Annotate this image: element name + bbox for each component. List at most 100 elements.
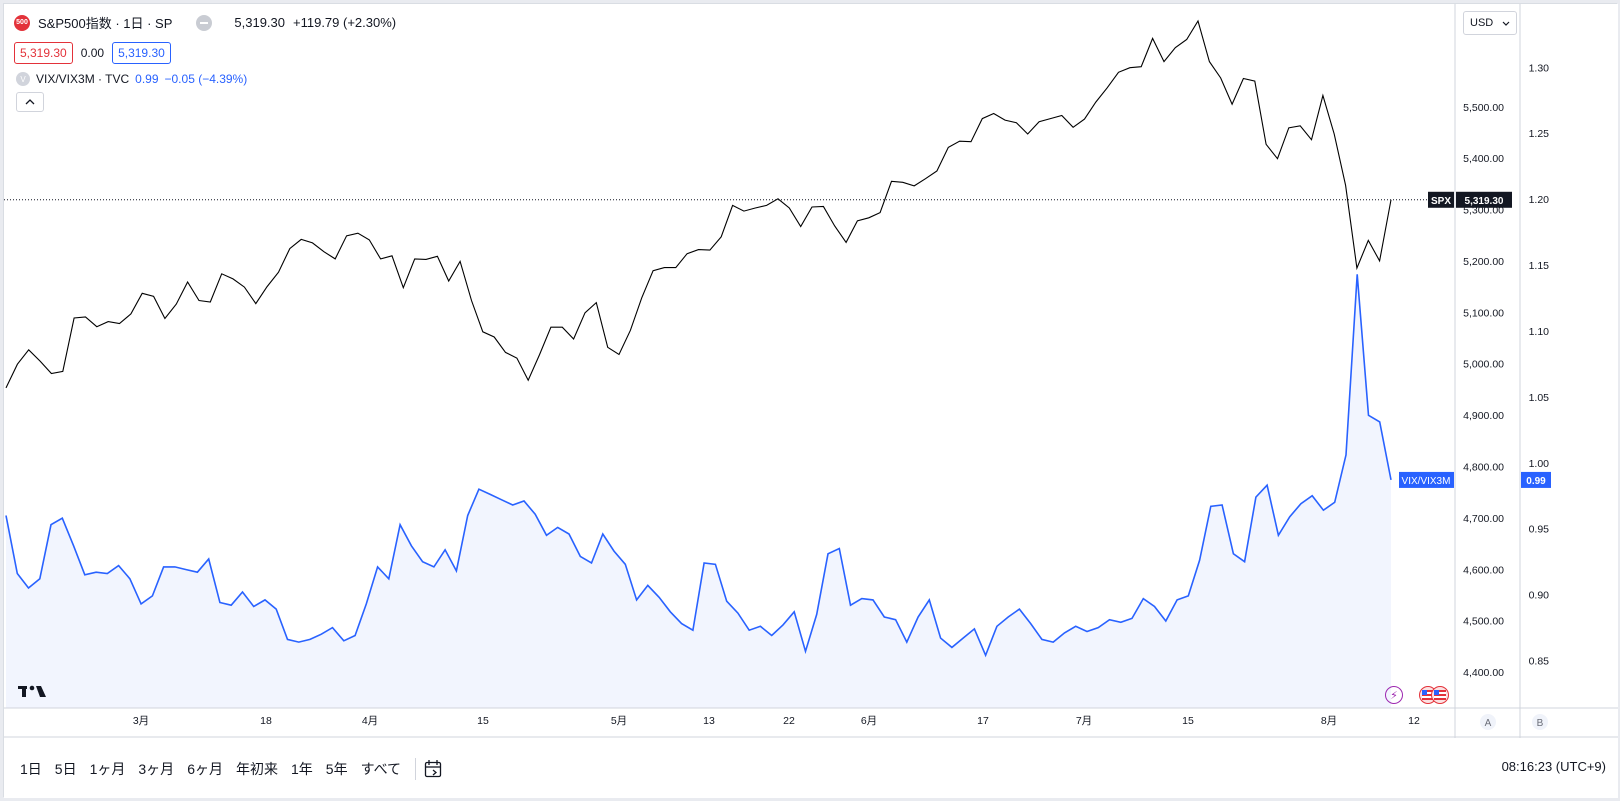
ratio-point xyxy=(906,641,908,643)
ratio-point xyxy=(1063,632,1065,634)
hide-series-icon[interactable] xyxy=(196,14,213,31)
ratio-point xyxy=(117,564,119,566)
spx-point xyxy=(1049,117,1051,119)
spx-point xyxy=(277,271,279,273)
spx-point xyxy=(686,253,688,255)
range-1d-button[interactable]: 1日 xyxy=(20,761,42,777)
spx-point xyxy=(652,270,654,272)
spx-point xyxy=(84,316,86,318)
symbol-title[interactable]: S&P500指数 · 1日 · SP xyxy=(38,16,173,31)
ratio-point xyxy=(1075,625,1077,627)
ratio-point xyxy=(61,517,63,519)
currency-value: USD xyxy=(1470,17,1494,29)
spx-point xyxy=(1242,77,1244,79)
ratio-point xyxy=(928,599,930,601)
spx-line[interactable] xyxy=(5,19,1392,389)
spx-point xyxy=(1220,77,1222,79)
axis-button-label: A xyxy=(1485,718,1492,729)
right-axis-tick: 1.05 xyxy=(1529,392,1550,404)
spx-point xyxy=(1186,38,1188,40)
spx-point xyxy=(482,331,484,333)
spx-point xyxy=(970,141,972,143)
ratio-point xyxy=(951,646,953,648)
range-1y-button[interactable]: 1年 xyxy=(290,761,313,777)
range-all-button[interactable]: すべて xyxy=(360,761,402,777)
chart-canvas[interactable]: 5,500.005,400.005,300.005,200.005,100.00… xyxy=(4,4,1618,798)
spx-point xyxy=(152,295,154,297)
axis-a-button[interactable] xyxy=(1480,714,1496,730)
time-axis-tick: 8月 xyxy=(1321,715,1337,727)
ratio-point xyxy=(883,616,885,618)
ask-price-button[interactable]: 5,319.30 xyxy=(112,42,171,64)
range-5d-button[interactable]: 5日 xyxy=(54,761,77,777)
ratio-point xyxy=(1356,273,1358,275)
spx-point xyxy=(607,346,609,348)
ratio-point xyxy=(1097,626,1099,628)
spx-point xyxy=(1106,87,1108,89)
spx-point xyxy=(720,236,722,238)
spx-point xyxy=(924,178,926,180)
tradingview-logo[interactable] xyxy=(18,683,50,704)
spx-price-label: 5,319.30 xyxy=(1465,196,1504,207)
spx-point xyxy=(459,260,461,262)
ratio-point xyxy=(433,566,435,568)
bid-price-button[interactable]: 5,319.30 xyxy=(14,42,73,64)
us-flag-icon xyxy=(1422,690,1434,700)
range-1m-button[interactable]: 1ヶ月 xyxy=(89,761,126,777)
ratio-point xyxy=(602,533,604,535)
ratio-point xyxy=(253,605,255,607)
left-axis-tick: 4,600.00 xyxy=(1463,564,1504,576)
ratio-point xyxy=(185,568,187,570)
right-axis-tick: 0.85 xyxy=(1529,656,1550,668)
spx-point xyxy=(221,273,223,275)
spx-point xyxy=(1367,239,1369,241)
range-6m-button[interactable]: 6ヶ月 xyxy=(187,761,223,777)
ratio-point xyxy=(354,634,356,636)
ratio-point xyxy=(208,558,210,560)
range-ytd-button[interactable]: 年初来 xyxy=(235,761,278,777)
right-axis-tick: 1.20 xyxy=(1529,194,1550,206)
ratio-point xyxy=(376,566,378,568)
compare-label[interactable]: VIX/VIX3M · TVC xyxy=(36,72,130,86)
ratio-point xyxy=(579,555,581,557)
compare-value: 0.99 xyxy=(135,72,159,86)
time-display[interactable]: 08:16:23 (UTC+9) xyxy=(1501,759,1606,774)
axis-b-button[interactable] xyxy=(1532,714,1548,730)
lightning-event-icon[interactable]: ⚡ xyxy=(1385,686,1403,704)
spx-point xyxy=(527,379,529,381)
left-axis-tick: 5,400.00 xyxy=(1463,153,1504,165)
time-axis-tick: 15 xyxy=(1182,715,1194,727)
ratio-point xyxy=(1176,599,1178,601)
compare-series-legend: V VIX/VIX3M · TVC 0.99 −0.05 (−4.39%) xyxy=(16,72,247,86)
spx-point xyxy=(243,286,245,288)
spx-point xyxy=(1015,122,1017,124)
time-axis-tick: 5月 xyxy=(611,715,627,727)
spx-point xyxy=(425,258,427,260)
vix-ratio-line[interactable] xyxy=(5,274,1392,658)
ratio-point xyxy=(309,638,311,640)
collapse-legend-button[interactable] xyxy=(16,92,44,112)
spx-price-label-bg xyxy=(1456,191,1512,208)
spx-point xyxy=(516,357,518,359)
right-axis-tick: 0.95 xyxy=(1529,524,1550,536)
us-flag-event-icon-2[interactable] xyxy=(1431,686,1449,704)
spx-point xyxy=(981,117,983,119)
range-5y-button[interactable]: 5年 xyxy=(325,761,348,777)
currency-select[interactable]: USD xyxy=(1463,11,1517,35)
ratio-point xyxy=(39,578,41,580)
spx-point xyxy=(1265,143,1267,145)
right-axis-tick: 1.00 xyxy=(1529,458,1550,470)
ratio-point xyxy=(635,599,637,601)
spx-point xyxy=(96,326,98,328)
ratio-point xyxy=(624,563,626,565)
ratio-point xyxy=(703,562,705,564)
range-3m-button[interactable]: 3ヶ月 xyxy=(138,761,175,777)
spx-point xyxy=(890,180,892,182)
spx-point xyxy=(1061,114,1063,116)
chevron-up-icon xyxy=(25,99,35,105)
calendar-goto-icon[interactable] xyxy=(424,759,444,779)
left-axis-tick: 4,900.00 xyxy=(1463,410,1504,422)
ratio-point xyxy=(1153,605,1155,607)
ratio-point xyxy=(1210,505,1212,507)
spx-point xyxy=(118,322,120,324)
